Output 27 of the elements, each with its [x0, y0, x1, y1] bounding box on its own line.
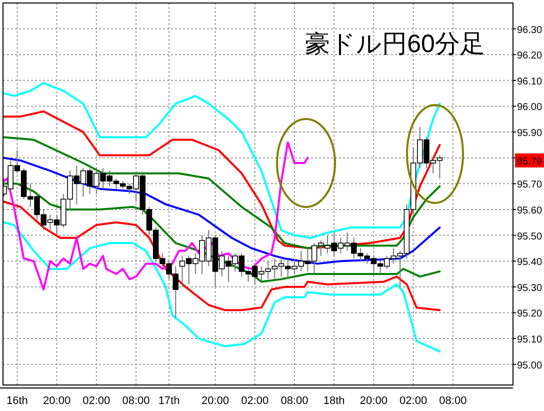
- x-tick-label: 08:00: [439, 395, 467, 407]
- y-tick-label: 96.20: [517, 50, 542, 62]
- x-tick-label: 16th: [6, 395, 28, 407]
- y-tick-label: 95.40: [517, 257, 542, 268]
- y-tick-label: 96.30: [517, 24, 542, 36]
- x-tick-label: 08:00: [280, 395, 308, 407]
- y-tick-label: 95.50: [517, 231, 542, 242]
- x-tick-label: 20:00: [201, 395, 230, 407]
- annotation: 95.79: [517, 156, 542, 168]
- x-tick-label: 20:00: [43, 395, 71, 407]
- x-tick-label: 17th: [158, 395, 180, 407]
- y-tick-label: 96.00: [517, 102, 542, 114]
- y-tick-label: 95.60: [517, 205, 542, 216]
- x-tick-label: 02:00: [241, 395, 269, 407]
- x-tick-label: 02:00: [82, 395, 110, 407]
- x-tick-label: 02:00: [400, 395, 428, 407]
- text: 豪ドル円60分足: [305, 30, 485, 58]
- y-tick-label: 95.30: [517, 282, 542, 294]
- y-tick-label: 95.10: [517, 334, 542, 346]
- y-tick-label: 96.10: [517, 76, 542, 88]
- x-tick-label: 08:00: [122, 395, 150, 407]
- y-tick-label: 95.00: [517, 360, 542, 372]
- y-tick-label: 95.70: [517, 180, 542, 191]
- y-tick-label: 95.90: [517, 128, 542, 140]
- x-tick-label: 20:00: [360, 395, 388, 407]
- x-tick-label: 18th: [323, 395, 345, 407]
- y-tick-label: 95.20: [517, 308, 542, 320]
